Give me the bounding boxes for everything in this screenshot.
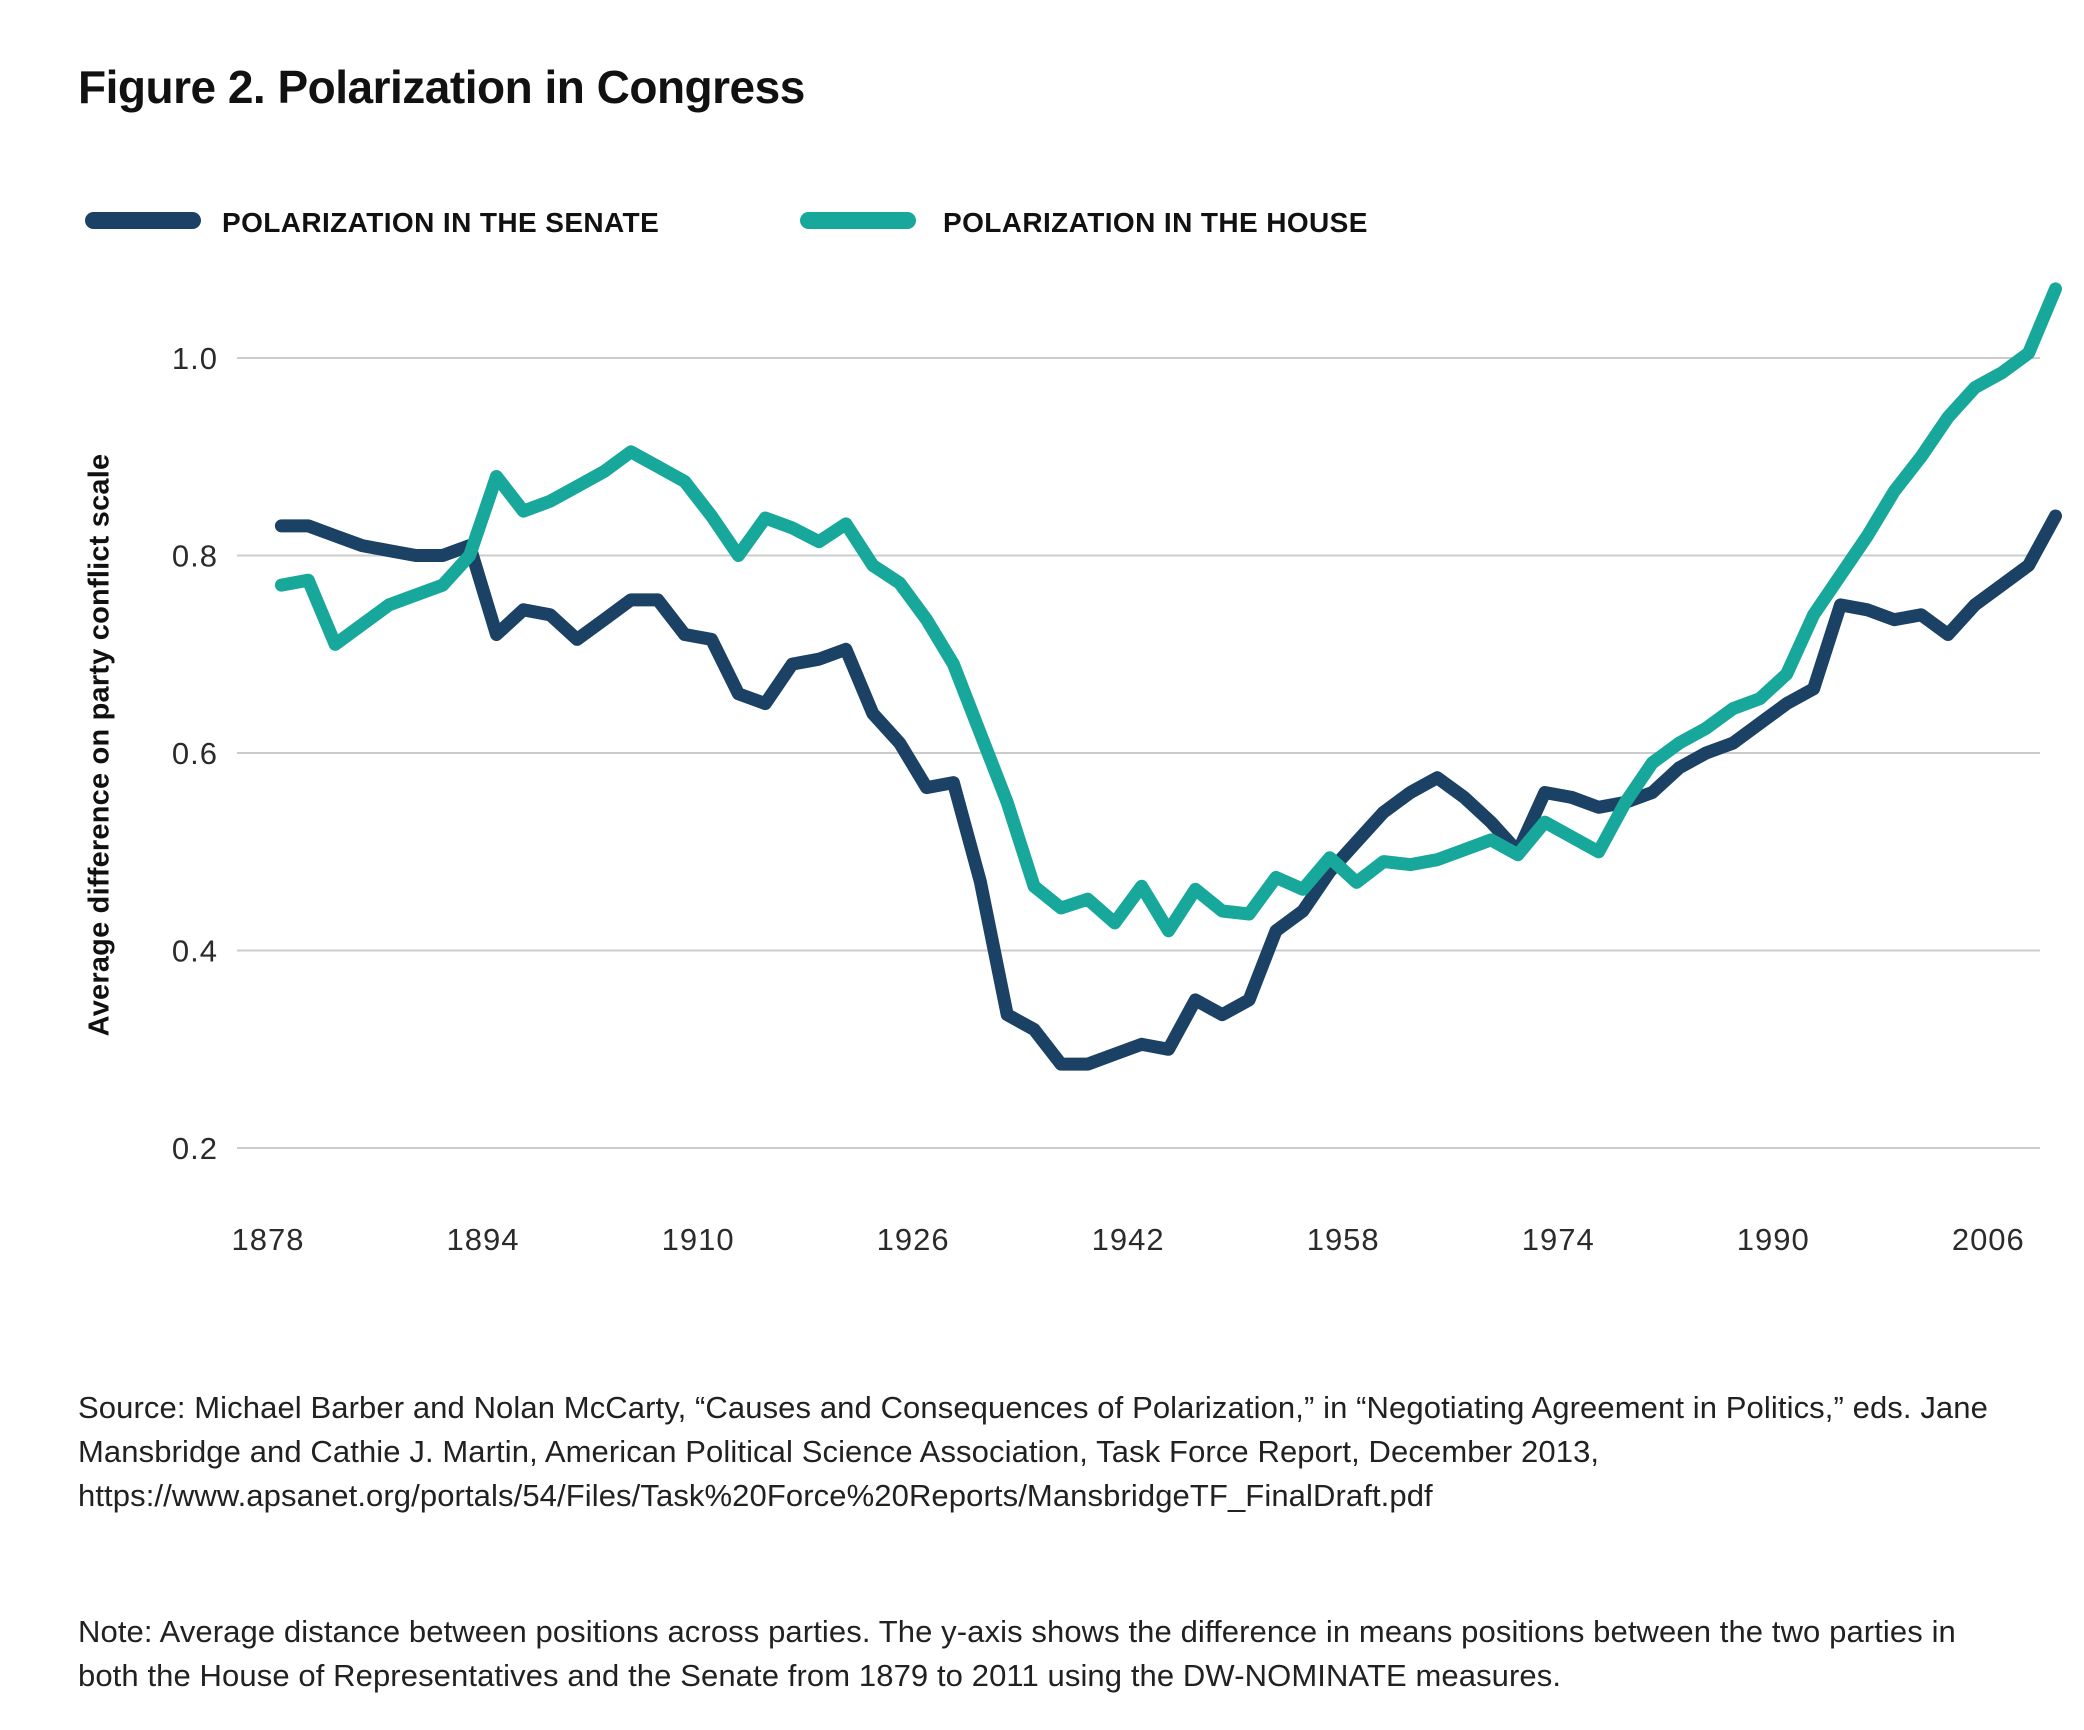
senate-legend-swatch — [85, 212, 201, 229]
house-legend-swatch — [800, 212, 916, 229]
source-citation: Source: Michael Barber and Nolan McCarty… — [78, 1390, 1988, 1513]
x-tick-label-1926: 1926 — [877, 1222, 950, 1257]
y-tick-label-1.0: 1.0 — [172, 341, 218, 376]
x-tick-label-2006: 2006 — [1952, 1222, 2025, 1257]
figure-title: Figure 2. Polarization in Congress — [78, 61, 805, 113]
x-tick-label-1942: 1942 — [1092, 1222, 1165, 1257]
figure-note: Note: Average distance between positions… — [78, 1614, 1956, 1693]
series-line-house — [274, 282, 2062, 938]
senate-legend-label: POLARIZATION IN THE SENATE — [222, 207, 660, 238]
y-tick-label-0.8: 0.8 — [172, 539, 218, 574]
x-tick-label-1878: 1878 — [232, 1222, 305, 1257]
x-tick-label-1990: 1990 — [1737, 1222, 1810, 1257]
x-tick-label-1910: 1910 — [662, 1222, 735, 1257]
x-tick-label-1974: 1974 — [1522, 1222, 1595, 1257]
y-tick-label-0.4: 0.4 — [172, 934, 218, 969]
x-tick-label-1894: 1894 — [447, 1222, 520, 1257]
house-legend-label: POLARIZATION IN THE HOUSE — [943, 207, 1368, 238]
y-tick-label-0.6: 0.6 — [172, 736, 218, 771]
x-tick-label-1958: 1958 — [1307, 1222, 1380, 1257]
series-line-senate — [274, 509, 2062, 1071]
y-tick-label-0.2: 0.2 — [172, 1131, 218, 1166]
